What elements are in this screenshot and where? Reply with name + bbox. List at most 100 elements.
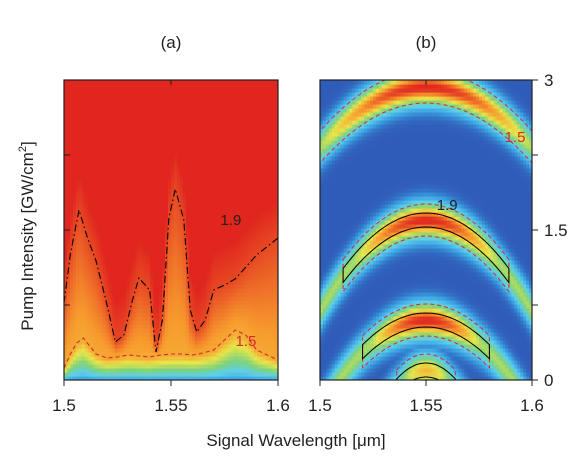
heatmap-a-cell (105, 136, 110, 141)
heatmap-a-cell (197, 312, 202, 317)
heatmap-a-cell (123, 376, 128, 380)
heatmap-a-cell (230, 360, 235, 365)
heatmap-a-cell (108, 80, 113, 85)
heatmap-a-cell (138, 200, 142, 205)
heatmap-a-cell (135, 200, 139, 205)
heatmap-a-cell (147, 276, 151, 281)
heatmap-a-cell (153, 112, 157, 117)
heatmap-a-cell (132, 112, 136, 117)
heatmap-a-cell (209, 328, 214, 333)
heatmap-a-cell (200, 216, 205, 221)
heatmap-a-cell (221, 272, 226, 277)
heatmap-a-cell (111, 216, 116, 221)
heatmap-a-cell (114, 144, 119, 149)
heatmap-a-cell (99, 240, 104, 245)
heatmap-a-cell (138, 344, 142, 349)
heatmap-a-cell (168, 100, 172, 105)
heatmap-a-cell (197, 228, 202, 233)
heatmap-a-cell (144, 216, 148, 221)
heatmap-a-cell (221, 352, 226, 357)
heatmap-a-cell (257, 372, 261, 377)
heatmap-a-cell (123, 364, 128, 369)
heatmap-a-cell (150, 316, 154, 321)
heatmap-a-cell (191, 356, 196, 361)
heatmap-a-cell (197, 184, 202, 189)
heatmap-a-cell (159, 204, 163, 209)
heatmap-a-cell (75, 176, 80, 181)
heatmap-a-cell (171, 144, 175, 149)
heatmap-a-cell (138, 188, 142, 193)
heatmap-a-cell (162, 108, 166, 113)
heatmap-a-cell (108, 268, 113, 273)
heatmap-a-cell (129, 136, 133, 141)
heatmap-a-cell (159, 196, 163, 201)
heatmap-a-cell (78, 132, 83, 137)
heatmap-a-cell (173, 376, 178, 380)
heatmap-a-cell (117, 156, 122, 161)
heatmap-a-cell (168, 144, 172, 149)
heatmap-a-cell (105, 212, 110, 217)
heatmap-a-cell (248, 328, 252, 333)
heatmap-a-cell (191, 324, 196, 329)
heatmap-a-cell (126, 324, 130, 329)
heatmap-a-cell (212, 296, 217, 301)
heatmap-a-cell (242, 264, 246, 269)
heatmap-a-cell (132, 340, 136, 345)
heatmap-a-cell (242, 220, 246, 225)
heatmap-a-cell (200, 272, 205, 277)
heatmap-a-cell (66, 124, 71, 129)
heatmap-a-cell (233, 208, 237, 213)
heatmap-a-cell (254, 372, 258, 377)
heatmap-a-cell (147, 244, 151, 249)
heatmap-a-cell (179, 328, 184, 333)
heatmap-a-cell (150, 196, 154, 201)
heatmap-a-cell (230, 100, 235, 105)
heatmap-a-cell (117, 164, 122, 169)
heatmap-a-cell (87, 140, 92, 145)
heatmap-a-cell (105, 232, 110, 237)
heatmap-a-cell (203, 220, 208, 225)
heatmap-a-cell (182, 348, 187, 353)
heatmap-a-cell (171, 136, 175, 141)
heatmap-a-cell (191, 244, 196, 249)
heatmap-a-cell (212, 324, 217, 329)
heatmap-a-cell (236, 188, 240, 193)
heatmap-a-cell (206, 284, 211, 289)
heatmap-a-cell (99, 160, 104, 165)
heatmap-a-cell (236, 320, 240, 325)
heatmap-a-cell (248, 344, 252, 349)
heatmap-a-cell (188, 240, 193, 245)
heatmap-a-cell (257, 100, 261, 105)
heatmap-a-cell (64, 336, 68, 341)
heatmap-a-cell (102, 200, 107, 205)
heatmap-a-cell (93, 236, 98, 241)
heatmap-a-cell (96, 92, 101, 97)
heatmap-a-cell (212, 332, 217, 337)
heatmap-a-cell (254, 256, 258, 261)
heatmap-a-cell (93, 356, 98, 361)
heatmap-a-cell (194, 376, 199, 380)
heatmap-a-cell (176, 332, 181, 337)
heatmap-a-cell (221, 236, 226, 241)
heatmap-a-cell (96, 192, 101, 197)
heatmap-a-cell (191, 172, 196, 177)
heatmap-a-cell (66, 212, 71, 217)
heatmap-a-cell (117, 280, 122, 285)
heatmap-a-cell (171, 244, 175, 249)
heatmap-a-cell (75, 228, 80, 233)
heatmap-a-cell (87, 332, 92, 337)
heatmap-a-cell (132, 184, 136, 189)
heatmap-a-cell (245, 288, 249, 293)
heatmap-a-cell (239, 236, 243, 241)
heatmap-a-cell (203, 256, 208, 261)
heatmap-a-cell (224, 140, 229, 145)
heatmap-a-cell (90, 324, 95, 329)
heatmap-a-cell (245, 184, 249, 189)
heatmap-a-cell (245, 356, 249, 361)
heatmap-a-cell (81, 180, 86, 185)
heatmap-a-cell (188, 340, 193, 345)
heatmap-a-cell (227, 320, 232, 325)
heatmap-a-cell (203, 236, 208, 241)
heatmap-a-cell (188, 168, 193, 173)
heatmap-a-cell (168, 128, 172, 133)
